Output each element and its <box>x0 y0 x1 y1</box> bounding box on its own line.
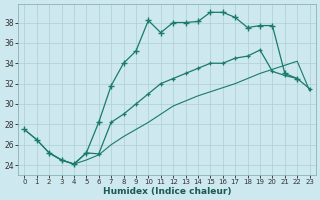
X-axis label: Humidex (Indice chaleur): Humidex (Indice chaleur) <box>103 187 231 196</box>
